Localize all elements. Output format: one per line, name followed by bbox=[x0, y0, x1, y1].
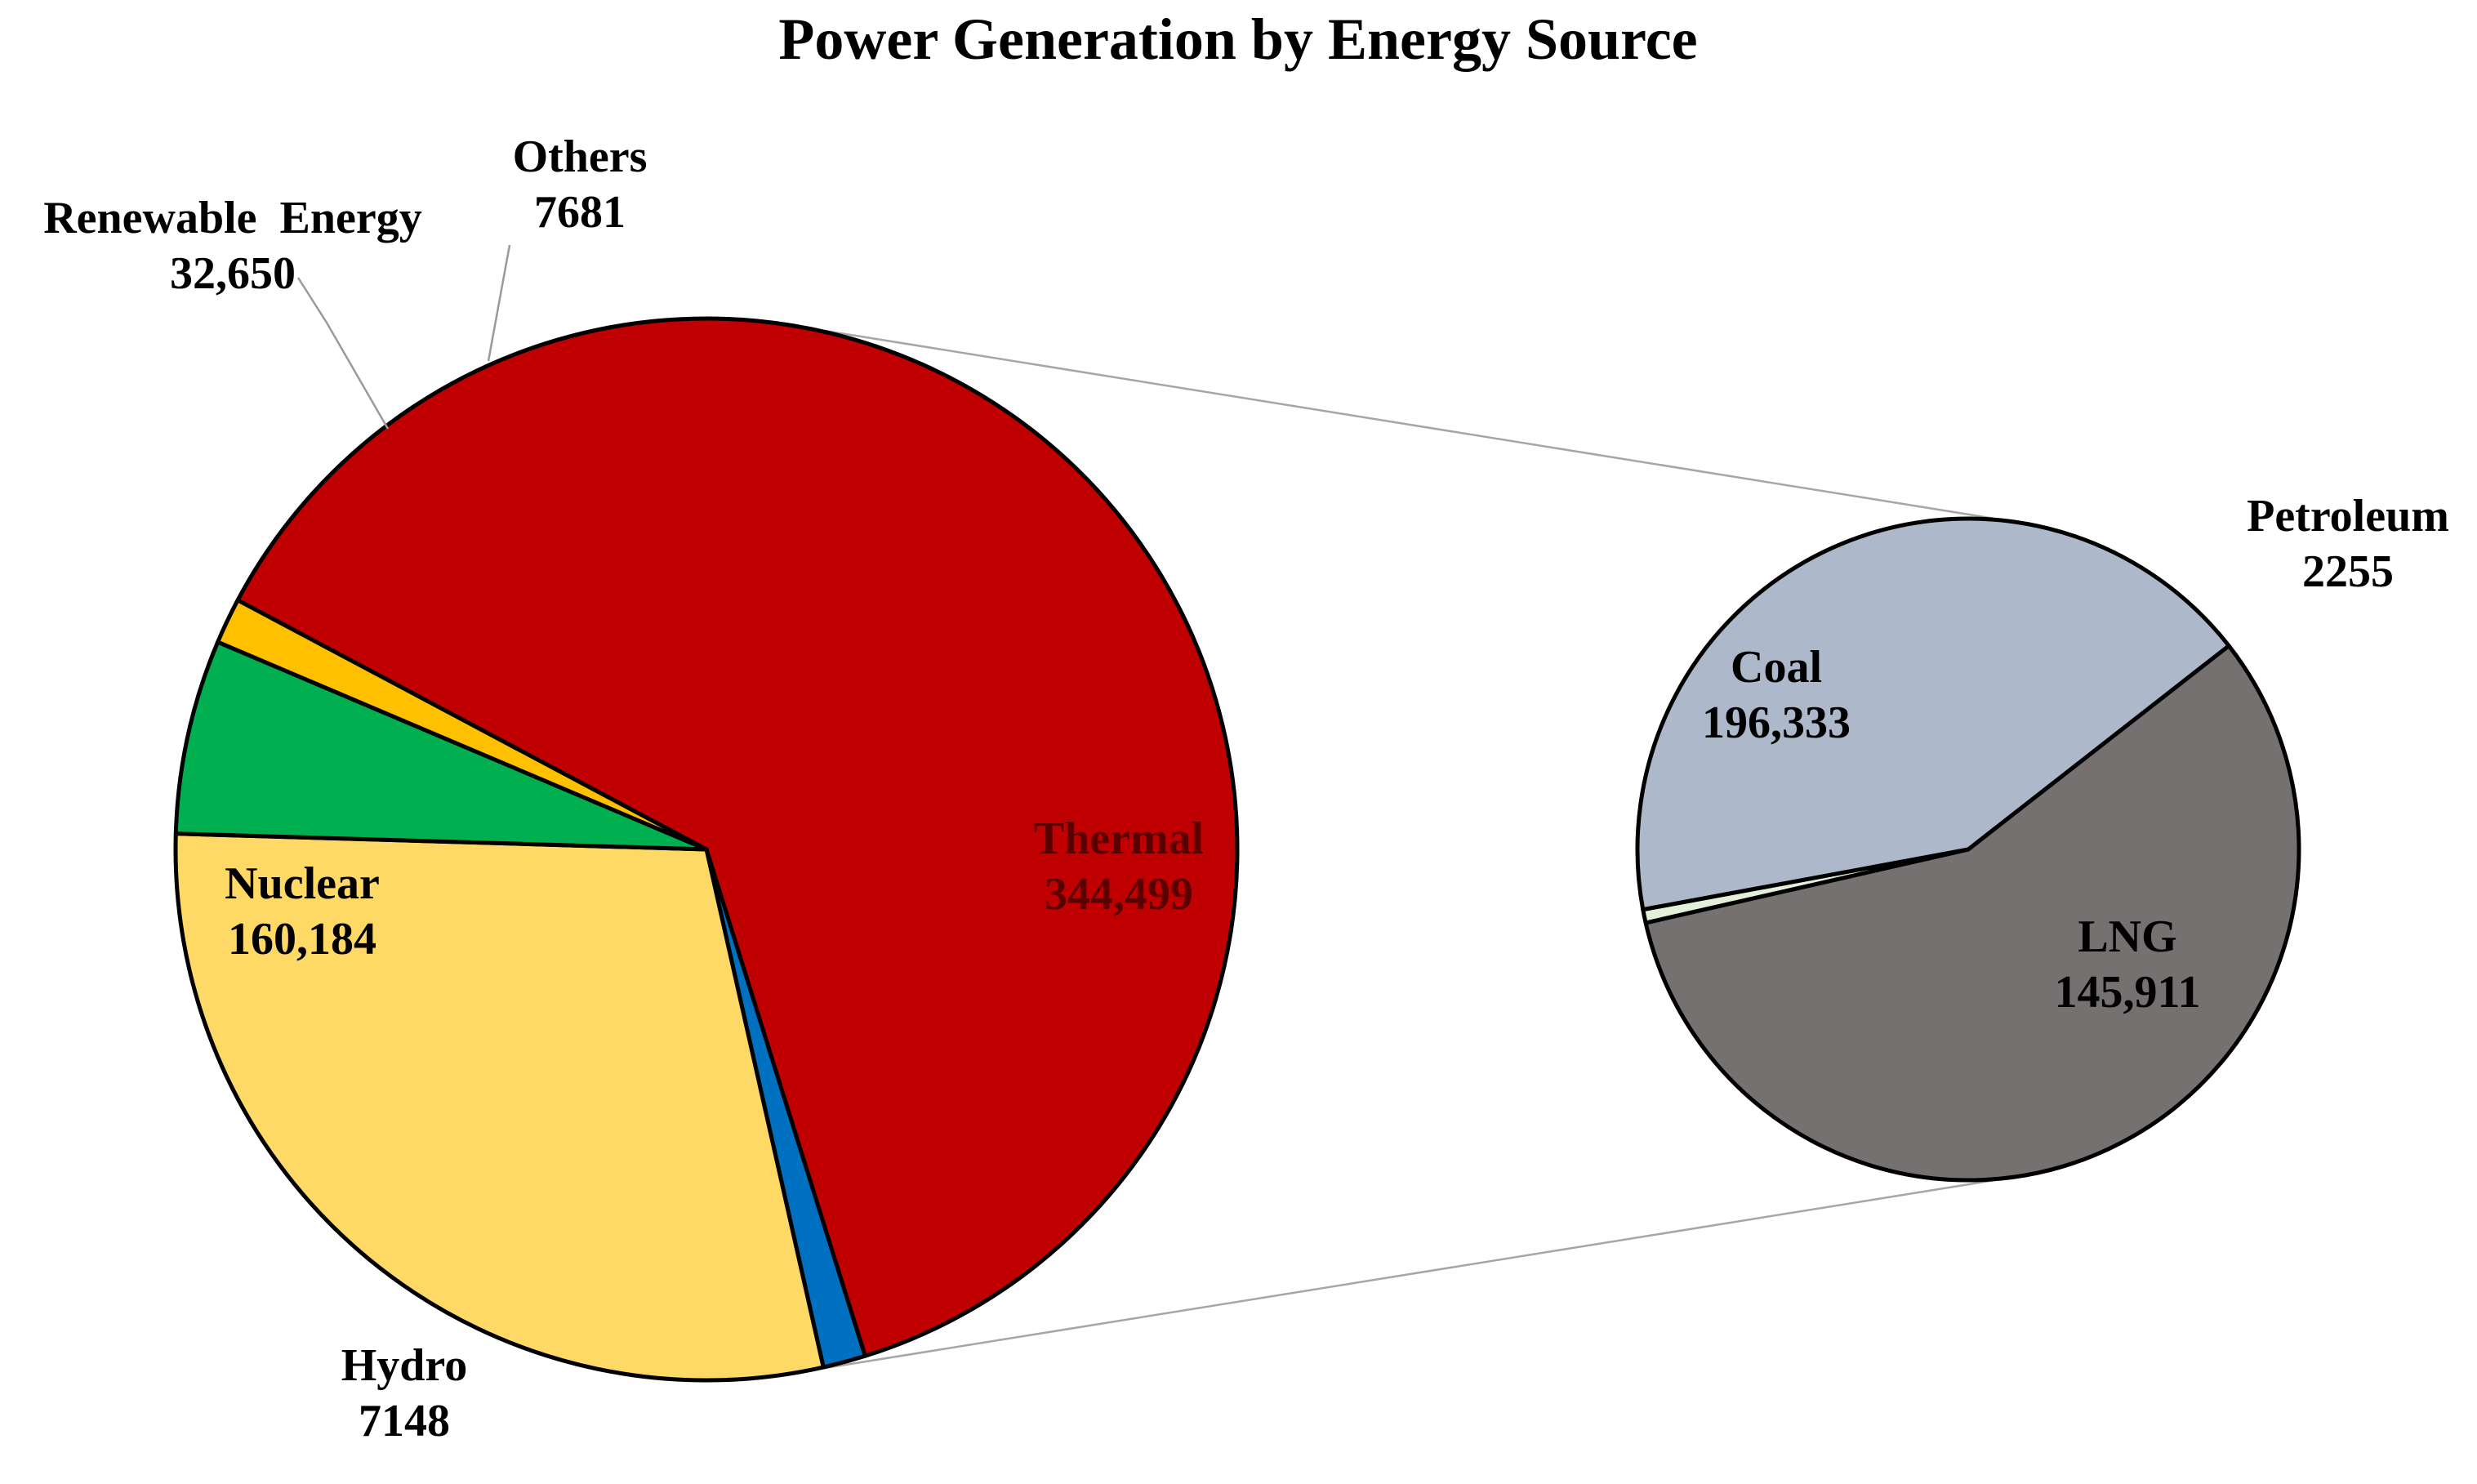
slice-label-renewable-energy: Renewable Energy bbox=[43, 193, 422, 243]
pie-slice-thermal bbox=[235, 316, 1240, 1358]
slice-value-renewable-energy: 32,650 bbox=[170, 248, 296, 299]
pie-slice-renewable-energy bbox=[173, 640, 709, 852]
connector-line-top bbox=[790, 323, 2021, 524]
slice-value-others: 7681 bbox=[534, 187, 626, 238]
leader-line-renewable-energy bbox=[296, 277, 390, 430]
slice-value-coal: 196,333 bbox=[1702, 697, 1851, 748]
slice-value-hydro: 7148 bbox=[359, 1396, 450, 1446]
slice-value-thermal: 344,499 bbox=[1045, 869, 1193, 920]
leader-line-others bbox=[487, 244, 511, 362]
label-leader-lines bbox=[296, 244, 511, 430]
pie-connector-lines bbox=[790, 323, 2021, 1375]
pie-slice-others bbox=[216, 598, 709, 852]
slice-label-hydro: Hydro bbox=[341, 1340, 468, 1391]
slice-value-petroleum: 2255 bbox=[2302, 546, 2394, 597]
pie-slice-coal bbox=[1643, 644, 2301, 1183]
pie-slice-lng bbox=[1635, 516, 2231, 912]
slice-label-nuclear: Nuclear bbox=[225, 858, 380, 909]
slice-label-coal: Coal bbox=[1731, 642, 1822, 693]
main-pie bbox=[173, 316, 1240, 1383]
slice-value-nuclear: 160,184 bbox=[228, 914, 376, 965]
connector-line-bottom bbox=[790, 1174, 2021, 1375]
secondary-pie bbox=[1635, 516, 2301, 1183]
slice-label-petroleum: Petroleum bbox=[2247, 491, 2449, 541]
pie-slice-nuclear bbox=[173, 831, 826, 1383]
slice-label-lng: LNG bbox=[2078, 911, 2176, 962]
slice-value-lng: 145,911 bbox=[2055, 967, 2201, 1018]
chart-title: Power Generation by Energy Source bbox=[778, 7, 1697, 72]
slice-label-thermal: Thermal bbox=[1034, 813, 1204, 864]
slice-label-others: Others bbox=[513, 131, 648, 182]
